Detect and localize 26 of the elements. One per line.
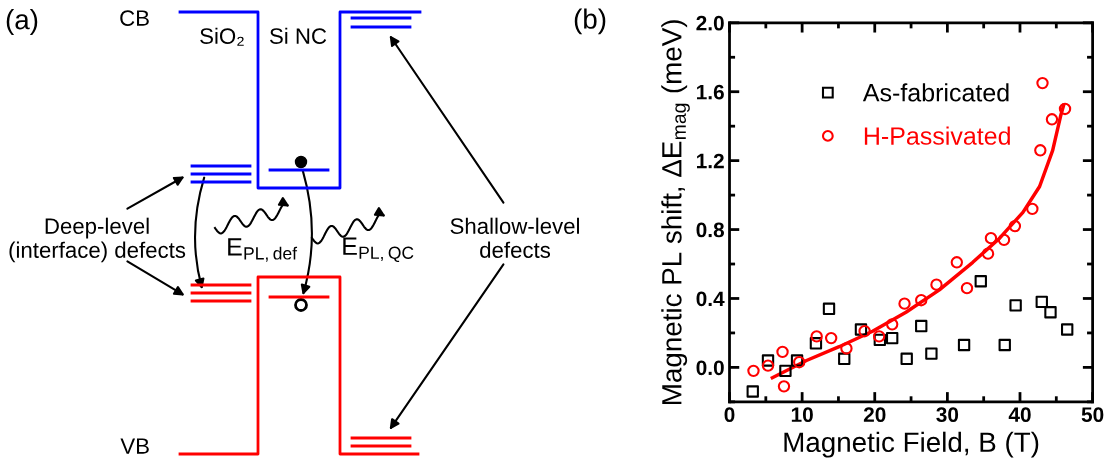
x-tick-label: 10 <box>791 407 813 423</box>
y-tick-label: 0.4 <box>696 291 725 307</box>
x-tick-label: 50 <box>1081 407 1104 423</box>
chart-title: (b) <box>574 8 606 35</box>
y-tick-label: 1.6 <box>697 84 724 100</box>
text: Si NC <box>269 27 327 44</box>
text: Deep-level (interface) defects <box>9 217 186 263</box>
x-tick-label: 20 <box>863 407 886 423</box>
x-axis-title: Magnetic Field, B (T) <box>784 431 1039 458</box>
legend-label: As-fabricated <box>862 83 1009 102</box>
text: E$_{PL,QC}$ <box>343 237 414 263</box>
text: CB <box>120 10 149 26</box>
x-tick-label: 0 <box>724 407 735 423</box>
text: VB <box>120 438 149 454</box>
y-tick-label: 0.0 <box>696 360 724 376</box>
y-tick-label: 0.8 <box>696 222 725 238</box>
text: E$_{PL,def}$ <box>228 238 298 262</box>
x-tick-label: 40 <box>1008 407 1031 423</box>
y-axis-title: Magnetic PL shift, ΔE$_{mag}$ (meV) <box>661 20 690 404</box>
text: Shallow-level defects <box>450 217 579 258</box>
x-tick-label: 30 <box>936 407 959 423</box>
text: SiO₂ <box>200 27 244 46</box>
text: (a) <box>6 9 38 35</box>
y-tick-label: 1.2 <box>697 153 724 169</box>
y-tick-label: 2.0 <box>696 15 724 31</box>
legend-label: H-Passivated <box>864 126 1010 145</box>
